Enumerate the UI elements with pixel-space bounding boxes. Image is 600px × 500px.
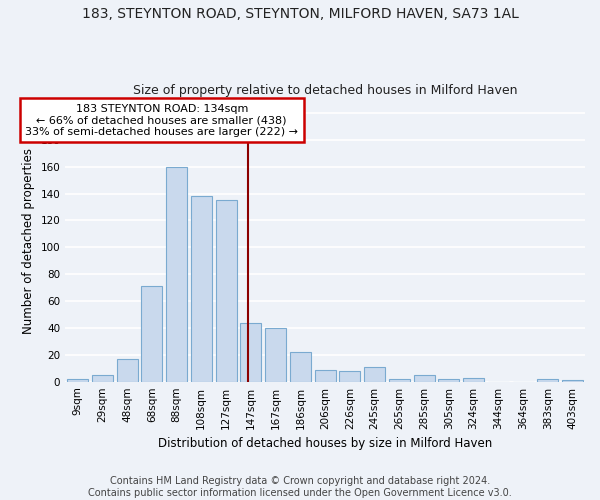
Bar <box>265 328 286 382</box>
Bar <box>562 380 583 382</box>
Bar <box>191 196 212 382</box>
Bar <box>538 379 559 382</box>
Title: Size of property relative to detached houses in Milford Haven: Size of property relative to detached ho… <box>133 84 517 97</box>
Bar <box>364 367 385 382</box>
Text: 183, STEYNTON ROAD, STEYNTON, MILFORD HAVEN, SA73 1AL: 183, STEYNTON ROAD, STEYNTON, MILFORD HA… <box>82 8 518 22</box>
Bar <box>290 352 311 382</box>
Bar <box>116 359 137 382</box>
Bar <box>463 378 484 382</box>
Bar <box>439 379 460 382</box>
Text: 183 STEYNTON ROAD: 134sqm
← 66% of detached houses are smaller (438)
33% of semi: 183 STEYNTON ROAD: 134sqm ← 66% of detac… <box>25 104 298 137</box>
Bar <box>389 379 410 382</box>
Y-axis label: Number of detached properties: Number of detached properties <box>22 148 35 334</box>
Bar <box>92 375 113 382</box>
Text: Contains HM Land Registry data © Crown copyright and database right 2024.
Contai: Contains HM Land Registry data © Crown c… <box>88 476 512 498</box>
Bar <box>67 379 88 382</box>
Bar <box>314 370 335 382</box>
Bar <box>215 200 236 382</box>
Bar <box>340 371 361 382</box>
Bar <box>413 375 434 382</box>
X-axis label: Distribution of detached houses by size in Milford Haven: Distribution of detached houses by size … <box>158 437 492 450</box>
Bar <box>240 322 262 382</box>
Bar <box>166 166 187 382</box>
Bar <box>141 286 163 382</box>
